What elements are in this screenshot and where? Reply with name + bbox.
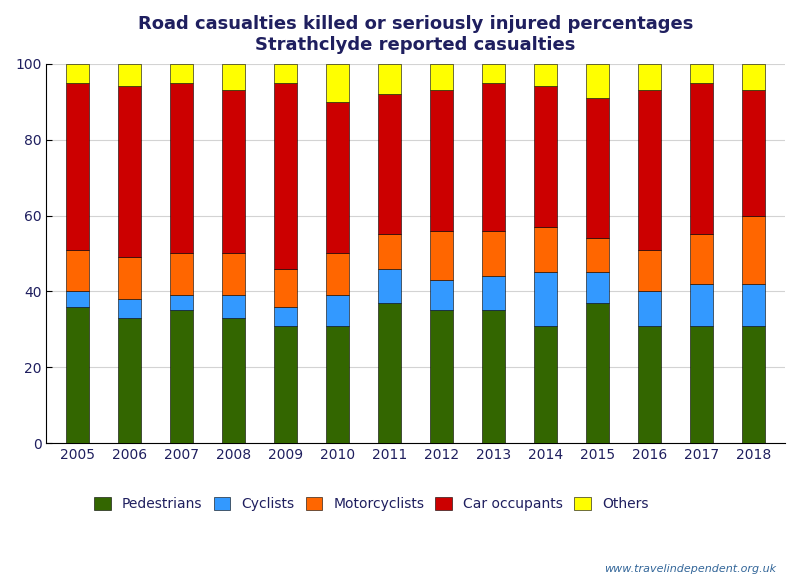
Bar [66, 291, 89, 307]
Bar [586, 303, 610, 443]
Title: Road casualties killed or seriously injured percentages
Strathclyde reported cas: Road casualties killed or seriously inju… [138, 15, 694, 54]
Bar [170, 64, 194, 83]
Text: www.travelindependent.org.uk: www.travelindependent.org.uk [604, 564, 776, 574]
Bar [66, 83, 89, 249]
Bar [482, 64, 506, 83]
Bar [274, 325, 298, 443]
Bar [430, 310, 454, 443]
Bar [430, 231, 454, 280]
Bar [638, 249, 662, 291]
Bar [326, 295, 350, 325]
Bar [170, 83, 194, 253]
Bar [378, 269, 402, 303]
Bar [690, 234, 714, 284]
Bar [326, 102, 350, 253]
Bar [534, 273, 558, 325]
Bar [742, 216, 766, 284]
Bar [534, 325, 558, 443]
Bar [430, 280, 454, 310]
Bar [66, 64, 89, 83]
Bar [586, 64, 610, 98]
Bar [378, 234, 402, 269]
Bar [274, 64, 298, 83]
Bar [118, 64, 141, 86]
Bar [378, 94, 402, 234]
Bar [586, 238, 610, 273]
Bar [690, 284, 714, 325]
Bar [430, 90, 454, 231]
Bar [482, 310, 506, 443]
Bar [586, 98, 610, 238]
Bar [690, 325, 714, 443]
Bar [274, 307, 298, 325]
Bar [66, 249, 89, 291]
Bar [118, 318, 141, 443]
Bar [638, 64, 662, 90]
Bar [222, 253, 246, 295]
Bar [274, 269, 298, 307]
Bar [222, 295, 246, 318]
Bar [378, 303, 402, 443]
Bar [742, 325, 766, 443]
Bar [66, 307, 89, 443]
Bar [326, 253, 350, 295]
Bar [638, 325, 662, 443]
Bar [222, 64, 246, 90]
Bar [742, 64, 766, 90]
Bar [482, 276, 506, 310]
Bar [534, 86, 558, 227]
Bar [118, 258, 141, 299]
Bar [170, 253, 194, 295]
Bar [274, 83, 298, 269]
Bar [118, 299, 141, 318]
Bar [170, 295, 194, 310]
Bar [742, 90, 766, 216]
Bar [638, 90, 662, 249]
Bar [378, 64, 402, 94]
Bar [430, 64, 454, 90]
Bar [326, 325, 350, 443]
Bar [222, 318, 246, 443]
Bar [118, 86, 141, 258]
Bar [638, 291, 662, 325]
Bar [222, 90, 246, 253]
Bar [482, 83, 506, 231]
Bar [690, 64, 714, 83]
Legend: Pedestrians, Cyclists, Motorcyclists, Car occupants, Others: Pedestrians, Cyclists, Motorcyclists, Ca… [89, 492, 654, 517]
Bar [170, 310, 194, 443]
Bar [742, 284, 766, 325]
Bar [534, 227, 558, 273]
Bar [326, 64, 350, 102]
Bar [534, 64, 558, 86]
Bar [482, 231, 506, 276]
Bar [586, 273, 610, 303]
Bar [690, 83, 714, 234]
